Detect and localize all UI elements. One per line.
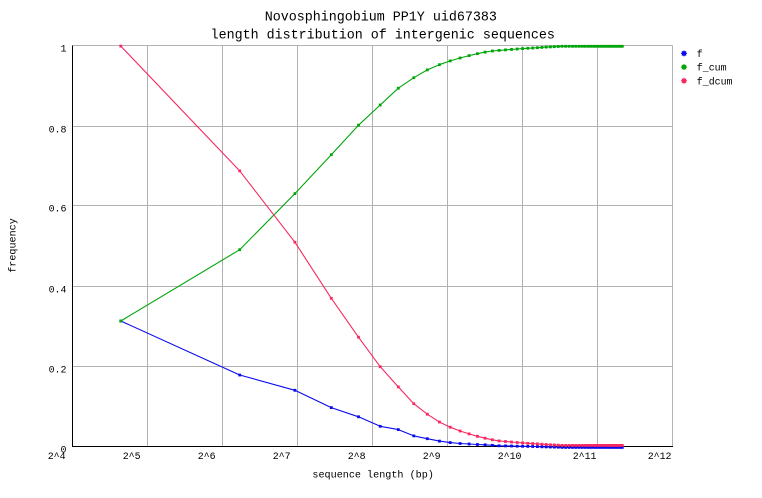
svg-text:0.8: 0.8 <box>49 125 67 137</box>
svg-text:1: 1 <box>61 44 67 56</box>
svg-text:2^8: 2^8 <box>348 451 366 463</box>
svg-text:f_dcum: f_dcum <box>697 76 733 88</box>
svg-text:sequence length (bp): sequence length (bp) <box>312 470 434 482</box>
svg-text:0.2: 0.2 <box>49 365 67 377</box>
svg-text:2^4: 2^4 <box>48 451 66 463</box>
svg-text:2^12: 2^12 <box>648 451 672 463</box>
svg-text:0: 0 <box>61 445 67 457</box>
svg-text:0.6: 0.6 <box>49 204 67 216</box>
svg-text:f: f <box>697 49 703 61</box>
svg-text:2^5: 2^5 <box>123 451 141 463</box>
svg-text:Novosphingobium PP1Y uid67383: Novosphingobium PP1Y uid67383 <box>265 10 497 25</box>
svg-text:2^10: 2^10 <box>498 451 522 463</box>
svg-text:2^7: 2^7 <box>273 451 291 463</box>
svg-text:2^11: 2^11 <box>573 451 597 463</box>
svg-text:0.4: 0.4 <box>49 285 67 297</box>
svg-text:frequency: frequency <box>8 218 20 273</box>
svg-text:2^9: 2^9 <box>423 451 441 463</box>
svg-text:length distribution of interge: length distribution of intergenic sequen… <box>211 29 555 44</box>
svg-text:f_cum: f_cum <box>697 63 727 75</box>
svg-text:2^6: 2^6 <box>198 451 216 463</box>
